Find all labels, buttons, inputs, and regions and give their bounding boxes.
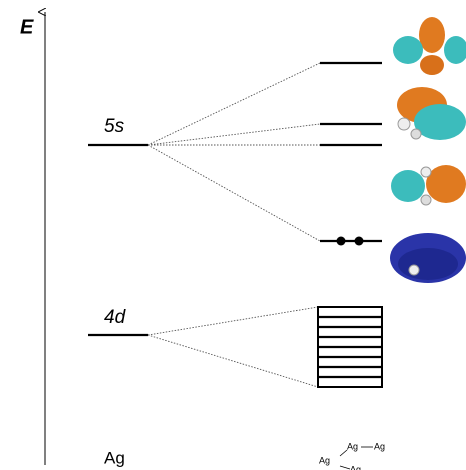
cluster-atom: Ag xyxy=(374,441,385,451)
axis-label: E xyxy=(20,16,34,38)
cluster-atom: Ag xyxy=(347,441,358,451)
atom-label: Ag xyxy=(104,448,125,467)
level-label: 4d xyxy=(104,307,127,328)
correlation-lines xyxy=(147,62,321,388)
orbital-1 xyxy=(393,17,466,75)
orbital-2 xyxy=(397,87,466,140)
cluster-levels xyxy=(317,61,383,388)
cluster-atom: Ag xyxy=(350,464,361,470)
cluster-structure: Ag Ag Ag Ag xyxy=(319,441,385,470)
orbital-4 xyxy=(390,233,466,283)
level-label: 5s xyxy=(104,116,125,137)
cluster-atom: Ag xyxy=(319,455,330,465)
orbital-3 xyxy=(391,165,466,206)
